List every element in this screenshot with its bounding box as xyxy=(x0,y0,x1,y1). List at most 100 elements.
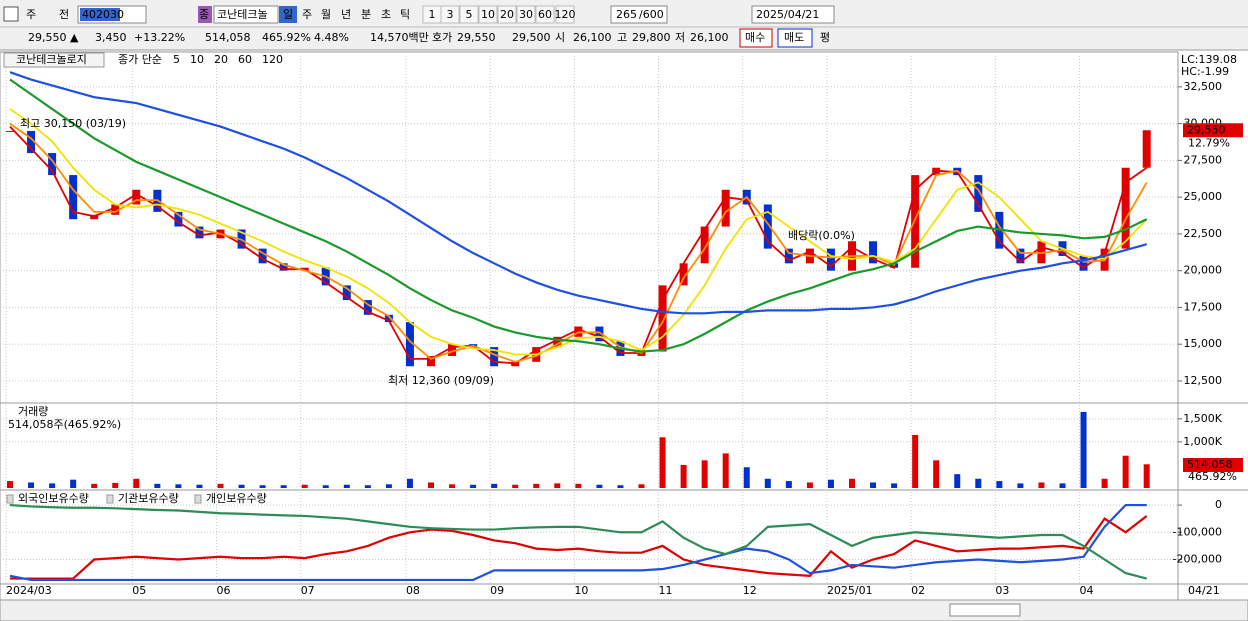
x-tick-label: 07 xyxy=(301,584,315,597)
prev-tab[interactable]: 전 xyxy=(59,8,69,21)
date-box[interactable] xyxy=(751,5,835,24)
volume-bar xyxy=(596,484,603,488)
quote-bid: 29,500 xyxy=(512,31,551,44)
x-tick-label: 05 xyxy=(132,584,146,597)
minute-button[interactable] xyxy=(516,5,536,24)
stock-code[interactable]: 402030 xyxy=(82,8,124,21)
candle xyxy=(1079,255,1088,271)
minute-label[interactable]: 10 xyxy=(481,8,495,21)
interval-tab[interactable]: 틱 xyxy=(400,8,410,21)
y-tick-label: -200,000 xyxy=(1173,553,1222,566)
candle xyxy=(405,322,414,367)
quote-low: 26,100 xyxy=(690,31,729,44)
interval-tab[interactable]: 분 xyxy=(361,8,371,21)
minute-button[interactable] xyxy=(459,5,479,24)
y-tick-label: 27,500 xyxy=(1184,153,1223,166)
volume-bar xyxy=(491,483,498,488)
minute-button[interactable] xyxy=(497,5,517,24)
color-button[interactable] xyxy=(198,6,212,23)
volume-bar xyxy=(638,484,645,488)
window-icon[interactable] xyxy=(3,6,19,22)
volume-bar xyxy=(301,484,308,488)
volume-bar xyxy=(385,484,392,488)
candle xyxy=(763,204,772,249)
count-box[interactable] xyxy=(610,5,668,24)
legend-label: 종가 단순 xyxy=(118,53,162,66)
minute-label[interactable]: 5 xyxy=(466,8,473,21)
zoom-slider[interactable] xyxy=(949,603,1021,617)
quote-open: 26,100 xyxy=(573,31,612,44)
interval-tab[interactable]: 월 xyxy=(321,8,331,21)
lc-label: LC:139.08 xyxy=(1181,53,1237,66)
buy-button[interactable] xyxy=(739,28,773,48)
volume-bar xyxy=(217,483,224,488)
x-tick-label: 2024/03 xyxy=(6,584,52,597)
interval-tab[interactable]: 년 xyxy=(341,8,351,21)
legend-entry: 5 xyxy=(173,53,180,66)
bar-max: /600 xyxy=(639,8,664,21)
quote-high: 29,800 xyxy=(632,31,671,44)
minute-button[interactable] xyxy=(555,5,575,24)
volume-bar xyxy=(1101,478,1108,488)
volume-bar xyxy=(1059,483,1066,488)
interval-tab[interactable]: 주 xyxy=(302,8,312,21)
stock-name[interactable]: 코난테크놀 xyxy=(217,8,268,21)
color-button-label[interactable]: 종 xyxy=(199,8,209,21)
price-tag-label: 29,550 xyxy=(1187,123,1226,136)
minute-label[interactable]: 30 xyxy=(519,8,533,21)
series-line xyxy=(9,71,1147,315)
candle xyxy=(974,175,983,212)
series-line xyxy=(9,122,1148,363)
x-tick-label: 09 xyxy=(490,584,504,597)
volume-bar xyxy=(933,460,940,488)
volume-bar xyxy=(617,485,624,488)
minute-button[interactable] xyxy=(535,5,555,24)
y-tick-label: 25,000 xyxy=(1184,190,1223,203)
minute-label[interactable]: 3 xyxy=(447,8,454,21)
sell-button[interactable] xyxy=(777,28,813,48)
bar-count[interactable]: 265 xyxy=(616,8,637,21)
minute-button[interactable] xyxy=(440,5,460,24)
annotation: 최고 30,150 (03/19) xyxy=(20,117,126,130)
candle xyxy=(48,153,57,176)
minute-label[interactable]: 60 xyxy=(538,8,552,21)
quote-ask-label: 호가 xyxy=(432,31,452,44)
volume-bar xyxy=(806,482,813,488)
interval-selected[interactable] xyxy=(279,6,297,23)
date-value[interactable]: 2025/04/21 xyxy=(756,8,819,21)
last-date: 04/21 xyxy=(1188,584,1220,597)
y-tick-label: -100,000 xyxy=(1173,525,1222,538)
name-box[interactable] xyxy=(213,5,279,24)
market-tab[interactable]: 주 xyxy=(26,8,36,21)
annotation: 최저 12,360 (09/09) xyxy=(388,374,494,387)
volume-bar xyxy=(91,483,98,488)
quote-sell[interactable]: 매도 xyxy=(784,31,804,44)
quote-buy[interactable]: 매수 xyxy=(745,31,765,44)
candle xyxy=(784,248,793,264)
volume-bar xyxy=(533,483,540,488)
minute-label[interactable]: 20 xyxy=(500,8,514,21)
quote-avg[interactable]: 평 xyxy=(820,31,830,44)
volume-bar xyxy=(785,481,792,488)
y-tick-label: 0 xyxy=(1215,498,1222,511)
scroll-bar[interactable] xyxy=(0,599,1248,621)
volume-bar xyxy=(701,460,708,488)
x-tick-label: 06 xyxy=(217,584,231,597)
volume-bar xyxy=(659,437,666,488)
volume-legend: 514,058주(465.92%) xyxy=(8,418,121,431)
legend-name-box[interactable] xyxy=(3,52,105,68)
minute-label[interactable]: 120 xyxy=(555,8,576,21)
series-line xyxy=(9,125,1148,365)
legend-swatch xyxy=(6,494,14,504)
interval-tab[interactable]: 일 xyxy=(283,7,293,21)
legend-swatch xyxy=(194,494,202,504)
candle xyxy=(595,326,604,342)
interval-tab[interactable]: 초 xyxy=(381,8,391,21)
candle xyxy=(132,189,141,205)
candle xyxy=(448,344,457,356)
quote-volume-ratio: 465.92% xyxy=(262,31,311,44)
minute-label[interactable]: 1 xyxy=(429,8,436,21)
quote-high-label: 고 xyxy=(617,31,627,44)
candle xyxy=(363,300,372,315)
minute-button[interactable] xyxy=(478,5,498,24)
